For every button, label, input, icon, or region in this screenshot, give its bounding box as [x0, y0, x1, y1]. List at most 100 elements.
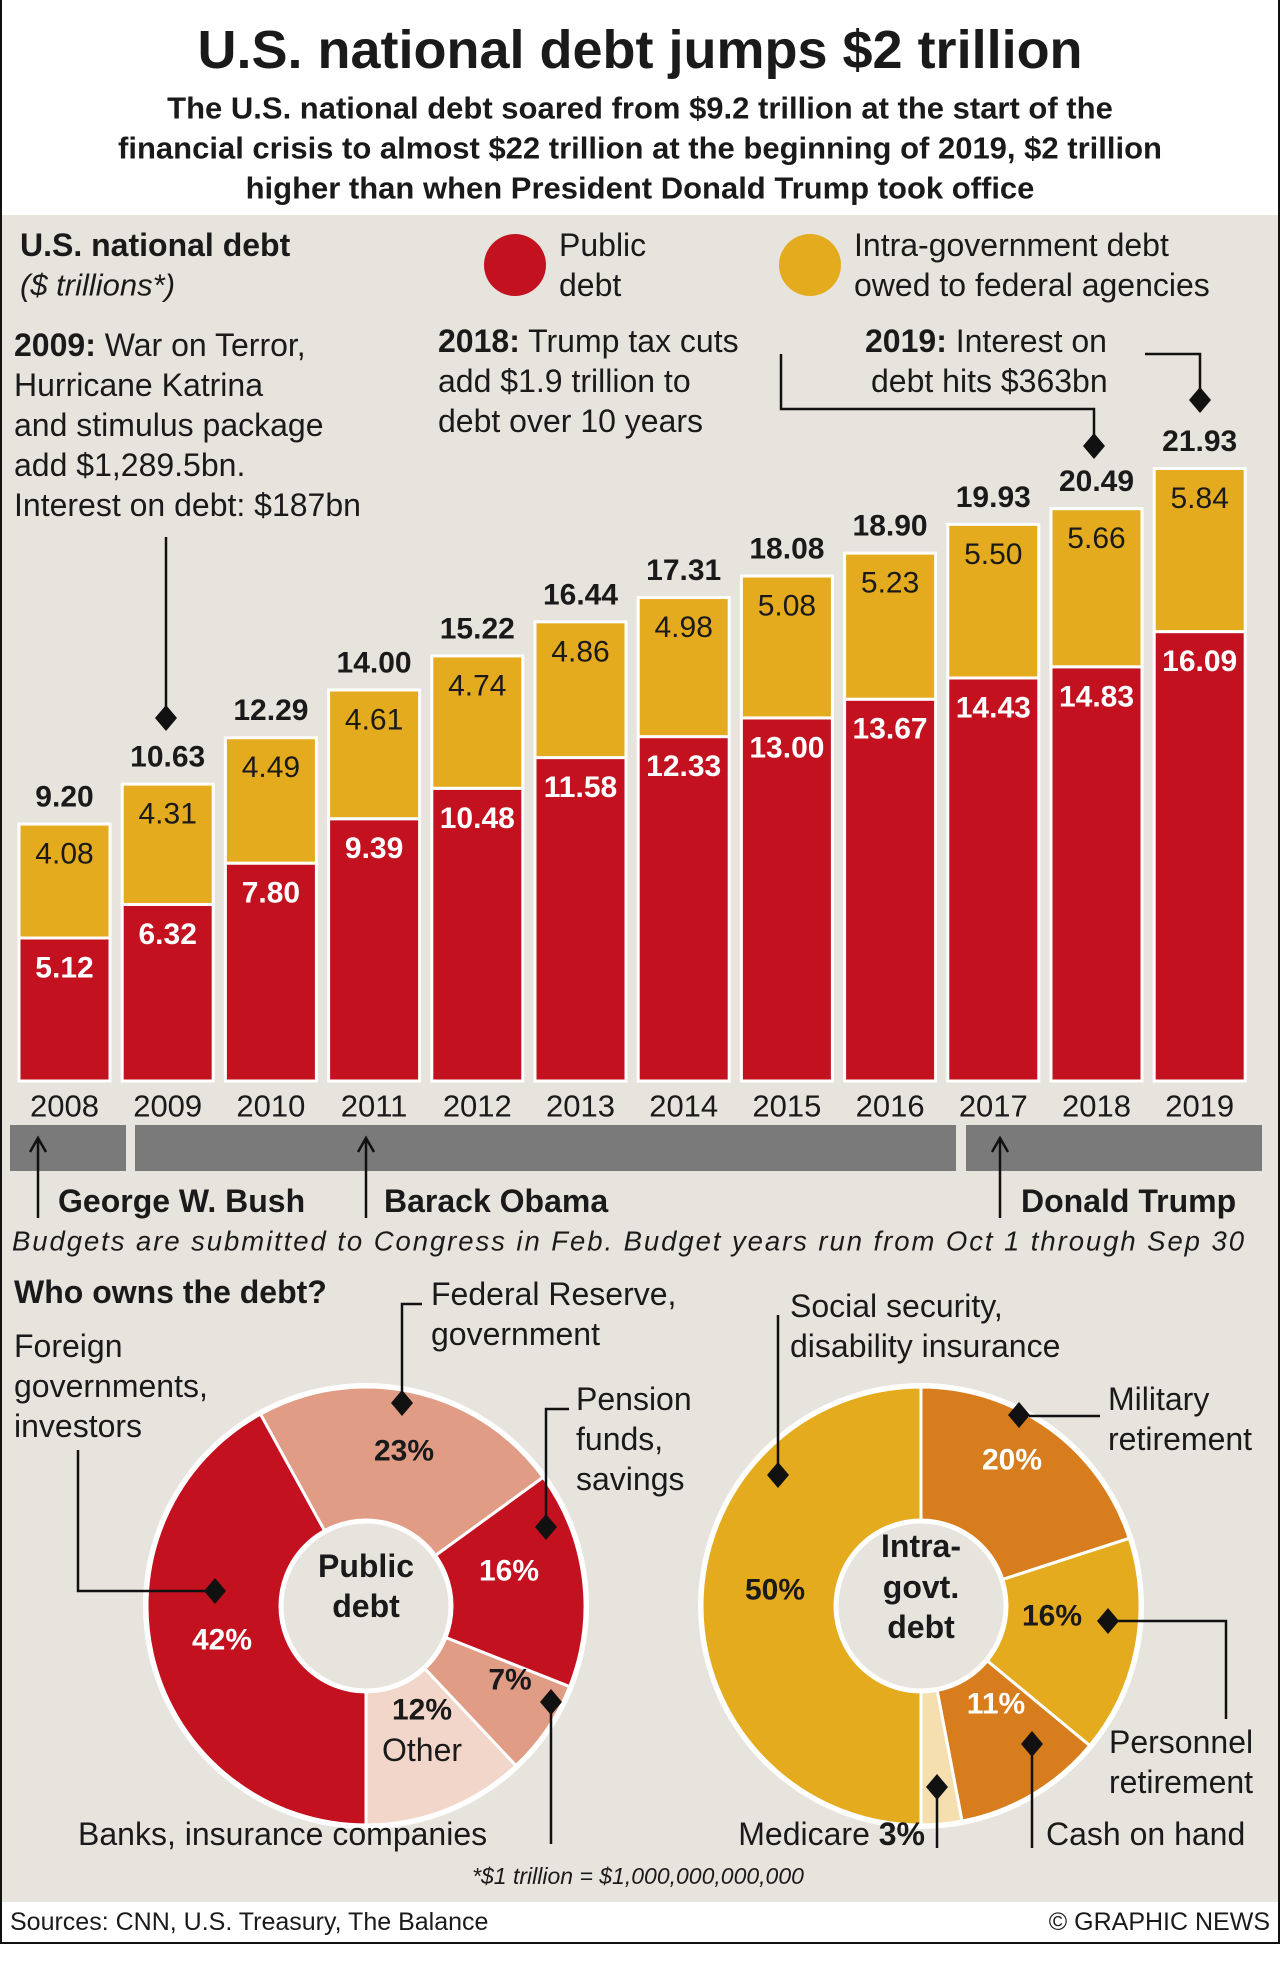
slice-pct-label: 11% — [967, 1688, 1025, 1721]
donut-center-label: govt. — [883, 1569, 959, 1605]
term-arrows — [28, 1135, 1010, 1218]
bar-total-label: 12.29 — [233, 694, 308, 727]
label-foreign: Foreign — [14, 1328, 123, 1364]
bar-public-2011 — [327, 817, 422, 1083]
donut-hole — [833, 1518, 1009, 1694]
x-tick-label: 2011 — [341, 1089, 408, 1124]
diamond-marker — [535, 1514, 557, 1540]
bar-intra-label: 4.31 — [139, 798, 197, 831]
svg-text:2009: War on Terror,: 2009: War on Terror, — [14, 327, 306, 363]
bar-intra-label: 4.98 — [655, 611, 713, 644]
label-pension: savings — [576, 1461, 685, 1497]
arrow-up-icon — [356, 1135, 376, 1218]
bar-public-2015 — [739, 716, 834, 1083]
label-banks: Banks, insurance companies — [78, 1816, 487, 1852]
diamond-marker — [1097, 1608, 1119, 1634]
footnote: *$1 trillion = $1,000,000,000,000 — [472, 1863, 804, 1889]
annotation-2018: 2018: Trump tax cuts add $1.9 trillion t… — [438, 323, 739, 439]
diamond-marker — [540, 1689, 562, 1715]
bar-total-label: 18.90 — [853, 510, 928, 543]
leader-line-2019 — [1145, 352, 1202, 392]
slice-pct-label: 7% — [488, 1664, 531, 1697]
bar-intra-label: 5.84 — [1171, 482, 1229, 515]
bar-intra-2012 — [430, 654, 525, 790]
bar-intra-label: 5.66 — [1067, 522, 1125, 555]
term-bar-trump — [966, 1125, 1262, 1171]
annotation-year: 2018: — [438, 323, 520, 359]
diamond-marker — [1008, 1402, 1030, 1428]
annotation-line: Trump tax cuts — [520, 323, 739, 359]
annotation-2009: 2009: War on Terror, Hurricane Katrina a… — [14, 327, 361, 523]
subtitle-line: financial crisis to almost $22 trillion … — [118, 131, 1162, 166]
pie-labels: Federal Reserve, government Foreign gove… — [14, 1276, 1253, 1852]
annotation-year: 2019: — [865, 323, 947, 359]
annotation-line: and stimulus package — [14, 407, 324, 443]
bar-total-label: 9.20 — [35, 781, 93, 814]
donut-center-label: Public — [318, 1548, 414, 1584]
bar-total-label: 18.08 — [749, 533, 824, 566]
intra-debt-donut: 50%20%16%11%3%Intra-govt.debt — [698, 1383, 1144, 1829]
legend-label-intra: Intra-government debt — [854, 227, 1169, 263]
diamond-marker — [926, 1774, 948, 1800]
bar-public-2017 — [946, 676, 1041, 1083]
credit: © GRAPHIC NEWS — [1049, 1908, 1270, 1936]
donut-center-label: Intra- — [881, 1528, 961, 1564]
arrow-up-icon — [28, 1135, 48, 1218]
bar-intra-label: 5.08 — [758, 590, 816, 623]
subtitle-line: The U.S. national debt soared from $9.2 … — [167, 91, 1113, 126]
bar-public-label: 11.58 — [544, 771, 617, 804]
legend-label-public: debt — [559, 267, 621, 303]
annotation-line: add $1,289.5bn. — [14, 447, 245, 483]
diamond-marker — [767, 1462, 789, 1488]
annotation-year: 2009: — [14, 327, 96, 363]
x-tick-label: 2012 — [443, 1089, 512, 1124]
bar-total-label: 15.22 — [440, 612, 515, 645]
slice-pct-label: 12% — [392, 1694, 452, 1727]
bar-total-label: 16.44 — [543, 578, 618, 611]
legend-label-intra: owed to federal agencies — [854, 267, 1210, 303]
bar-total-label: 20.49 — [1059, 465, 1134, 498]
annotation-line: Interest on debt: $187bn — [14, 487, 361, 523]
svg-text:2018: Trump tax cuts: 2018: Trump tax cuts — [438, 323, 739, 359]
bar-intra-2013 — [533, 620, 628, 760]
annotation-line: debt hits $363bn — [871, 363, 1108, 399]
slice-pct-label: 16% — [479, 1555, 539, 1588]
pie-leaders — [76, 1302, 1228, 1848]
leader-diamonds — [155, 387, 1211, 1800]
label-pension: Pension — [576, 1381, 692, 1417]
donut-center-label: debt — [887, 1609, 955, 1645]
bar-intra-label: 4.86 — [551, 635, 609, 668]
donut-center-label: debt — [332, 1588, 400, 1624]
bar-public-2013 — [533, 756, 628, 1083]
x-tick-label: 2008 — [30, 1089, 99, 1124]
subtitle-line: higher than when President Donald Trump … — [246, 171, 1035, 206]
diamond-marker — [155, 705, 177, 731]
bar-intra-2008 — [17, 822, 112, 940]
diamond-marker — [1083, 433, 1105, 459]
bar-public-label: 10.48 — [440, 802, 515, 835]
bar-intra-label: 5.23 — [861, 567, 919, 600]
bar-public-2008 — [17, 936, 112, 1083]
svg-text:Medicare 3%: Medicare 3% — [738, 1816, 925, 1852]
bar-public-2019 — [1152, 630, 1247, 1083]
term-bar-obama — [135, 1125, 956, 1171]
label-personnel: Personnel — [1109, 1724, 1253, 1760]
president-bush: George W. Bush — [58, 1183, 305, 1219]
legend-swatch-public — [484, 234, 546, 296]
annotation-line: Hurricane Katrina — [14, 367, 263, 403]
bar-total-label: 21.93 — [1162, 425, 1237, 458]
label-other: Other — [382, 1732, 462, 1768]
bar-total-label: 17.31 — [646, 554, 721, 587]
legend-label-public: Public — [559, 227, 646, 263]
slice-pct-label: 50% — [745, 1574, 805, 1607]
slice-pct-label: 42% — [192, 1624, 252, 1657]
label-foreign: investors — [14, 1408, 142, 1444]
diamond-marker — [204, 1578, 226, 1604]
label-pension: funds, — [576, 1421, 663, 1457]
bar-total-label: 14.00 — [337, 646, 412, 679]
bar-intra-2011 — [327, 688, 422, 821]
bar-public-2012 — [430, 786, 525, 1083]
bar-public-2014 — [636, 735, 731, 1083]
